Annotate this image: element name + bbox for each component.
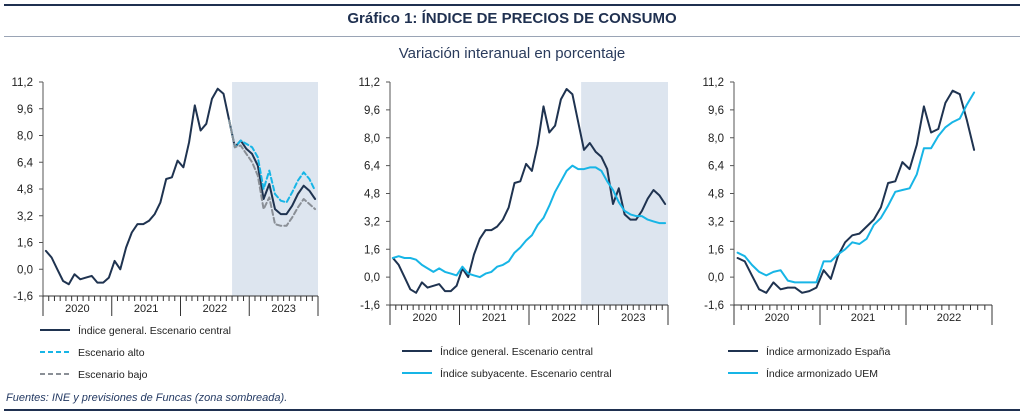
y-tick-label: 0,0 [708, 272, 724, 284]
chart-headline-scenarios: 11,2 9,6 8,0 6,4 4,8 3,2 1,6 0,0 -1,6 2020 2021 202… [11, 77, 319, 381]
y-tick-label: 4,8 [17, 184, 33, 196]
legend-label: Índice general. Escenario central [440, 345, 593, 358]
x-year-label: 2023 [271, 303, 295, 315]
x-year-label: 2023 [621, 312, 645, 324]
series-line [736, 91, 976, 284]
x-year-label: 2021 [134, 303, 158, 315]
legend-label: Escenario alto [78, 347, 145, 359]
source-note: Fuentes: INE y previsiones de Funcas (zo… [6, 392, 288, 404]
top-border [4, 4, 1020, 6]
series-line [44, 87, 317, 286]
y-tick-label: 4,8 [708, 189, 724, 201]
y-tick-label: 4,8 [364, 189, 380, 201]
y-tick-label: 3,2 [708, 216, 724, 228]
bottom-border [4, 409, 1020, 411]
y-tick-label: 6,4 [364, 161, 381, 173]
x-year-label: 2021 [482, 312, 506, 324]
y-tick-label: 11,2 [358, 77, 380, 89]
legend-label: Escenario bajo [78, 369, 148, 381]
figure-subtitle: Variación interanual en porcentaje [398, 45, 626, 62]
y-tick-label: 3,2 [364, 216, 380, 228]
y-tick-label: 9,6 [17, 104, 33, 116]
y-tick-label: 8,0 [364, 133, 380, 145]
y-tick-label: 1,6 [708, 244, 724, 256]
y-tick-label: 8,0 [708, 133, 724, 145]
x-year-label: 2022 [203, 303, 227, 315]
y-tick-label: 6,4 [17, 157, 34, 169]
series-line [228, 119, 317, 204]
chart-headline-vs-core: 11,2 9,6 8,0 6,4 4,8 3,2 1,6 0,0 -1,6 2020 2021 202… [358, 77, 669, 380]
legend-label: Índice general. Escenario central [78, 324, 231, 337]
series-line [391, 164, 667, 279]
series-line [228, 119, 317, 227]
y-tick-label: 11,2 [702, 77, 724, 89]
y-tick-label: 8,0 [17, 131, 33, 143]
series-line [736, 89, 976, 294]
forecast-shade [232, 82, 318, 296]
y-tick-label: -1,6 [704, 300, 724, 312]
legend-label: Índice armonizado UEM [766, 367, 878, 380]
y-tick-label: 0,0 [364, 272, 380, 284]
y-tick-label: 11,2 [11, 77, 33, 89]
x-year-label: 2020 [765, 312, 789, 324]
chart-harmonized-spain-uem: 11,2 9,6 8,0 6,4 4,8 3,2 1,6 0,0 -1,6 2020 2021 202… [702, 77, 993, 380]
x-year-label: 2022 [937, 312, 961, 324]
y-tick-label: -1,6 [360, 300, 380, 312]
y-tick-label: 9,6 [364, 105, 380, 117]
y-tick-label: 3,2 [17, 211, 33, 223]
legend-label: Índice armonizado España [766, 345, 890, 358]
figure-title: Gráfico 1: ÍNDICE DE PRECIOS DE CONSUMO [347, 10, 677, 27]
y-tick-label: -1,6 [13, 291, 33, 303]
y-tick-label: 9,6 [708, 105, 724, 117]
x-year-label: 2022 [552, 312, 576, 324]
x-year-label: 2020 [65, 303, 89, 315]
series-line [391, 88, 667, 294]
title-separator [4, 36, 1020, 37]
y-tick-label: 1,6 [17, 238, 33, 250]
y-tick-label: 0,0 [17, 264, 33, 276]
x-year-label: 2021 [851, 312, 875, 324]
legend-label: Índice subyacente. Escenario central [440, 367, 612, 380]
forecast-shade [581, 82, 668, 305]
y-tick-label: 1,6 [364, 244, 380, 256]
y-tick-label: 6,4 [708, 161, 725, 173]
x-year-label: 2020 [413, 312, 437, 324]
